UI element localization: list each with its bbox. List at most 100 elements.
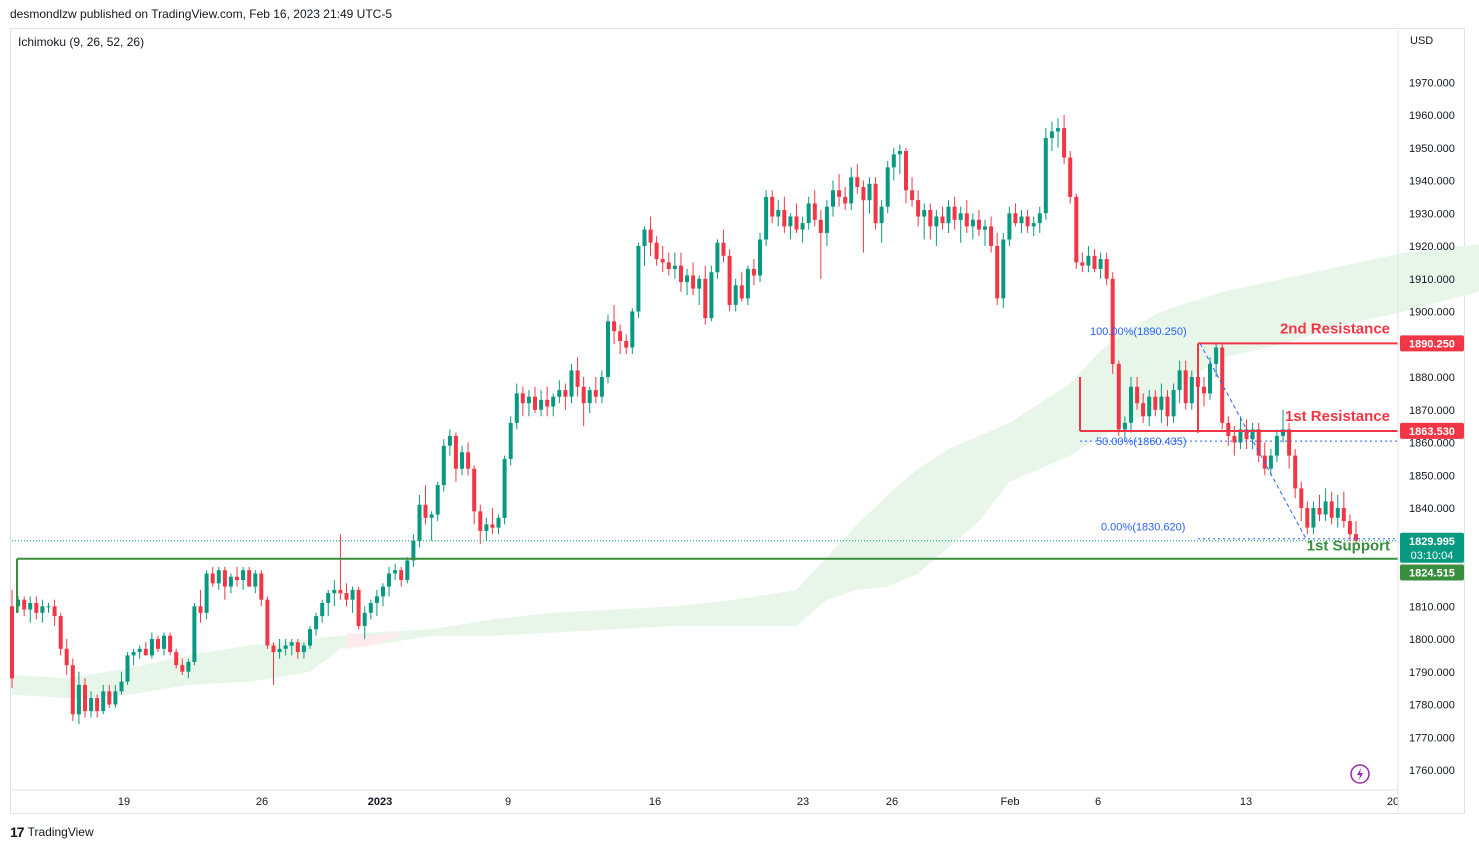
candle-body: [1189, 377, 1194, 404]
candle-body: [1250, 429, 1255, 440]
candle-body: [873, 183, 878, 224]
candle-body: [843, 196, 848, 204]
candle: [648, 216, 653, 256]
candle: [301, 642, 306, 659]
candle: [563, 383, 568, 410]
candle-body: [89, 698, 94, 712]
fib-label: 100.00%(1890.250): [1090, 326, 1187, 338]
candle: [1177, 360, 1182, 404]
candle-body: [447, 435, 452, 446]
candle: [253, 570, 258, 594]
y-tick-label: 1910.000: [1409, 274, 1455, 286]
candle-body: [1122, 422, 1127, 430]
candle: [70, 658, 75, 721]
candle: [137, 645, 142, 659]
candle-body: [970, 219, 975, 227]
y-tick-label: 1810.000: [1409, 601, 1455, 613]
candle: [180, 658, 185, 676]
candle-body: [794, 216, 799, 230]
candle: [1214, 344, 1219, 377]
candle: [216, 566, 221, 590]
candle-body: [891, 154, 896, 168]
candle: [1037, 206, 1042, 233]
tradingview-logo-icon: 17: [10, 824, 25, 840]
candle: [672, 252, 677, 279]
candle-body: [1171, 390, 1176, 417]
candle-body: [1049, 131, 1054, 138]
candle: [770, 190, 775, 224]
candle: [472, 465, 477, 525]
candle: [891, 147, 896, 181]
candle-body: [904, 151, 908, 191]
candle-body: [283, 645, 288, 649]
indicator-label[interactable]: Ichimoku (9, 26, 52, 26): [18, 35, 145, 49]
candle: [460, 445, 464, 476]
candle-body: [356, 589, 361, 626]
candle-body: [666, 262, 671, 269]
candle-body: [326, 593, 331, 603]
candle-body: [551, 396, 556, 407]
candles: [10, 115, 1358, 725]
candle: [1189, 370, 1194, 410]
candle: [946, 200, 951, 233]
candle: [733, 278, 738, 312]
candle: [1159, 383, 1164, 423]
candle-body: [28, 603, 33, 610]
candle-body: [800, 223, 805, 230]
candle: [1153, 390, 1158, 417]
candle: [1281, 409, 1285, 443]
candle: [910, 177, 915, 207]
y-tick-label: 1780.000: [1409, 700, 1455, 712]
candle: [484, 517, 489, 541]
cloud-bear-0: [346, 632, 402, 649]
candle-body: [1268, 455, 1273, 469]
candle-body: [910, 190, 915, 201]
candle-body: [897, 151, 902, 155]
candle-body: [1293, 455, 1298, 489]
candle: [131, 648, 136, 666]
candle: [34, 596, 39, 620]
candle: [782, 196, 787, 233]
candle-body: [788, 216, 793, 227]
candle-body: [350, 589, 355, 600]
candle-body: [1208, 363, 1212, 394]
candle: [1208, 357, 1212, 400]
y-tick-label: 1840.000: [1409, 503, 1455, 515]
candle: [1110, 272, 1115, 374]
candle: [502, 455, 507, 525]
price-tag-1st-support-bg: [1400, 564, 1464, 581]
candle-body: [770, 196, 775, 217]
candle: [308, 625, 312, 649]
candle: [599, 370, 604, 404]
candle-body: [180, 665, 185, 672]
candle-body: [995, 246, 1000, 299]
candle: [156, 635, 160, 653]
currency-label: USD: [1410, 35, 1433, 47]
candle-body: [958, 213, 963, 220]
candle: [1147, 390, 1152, 427]
candle-body: [1202, 386, 1206, 394]
candle-body: [660, 259, 665, 263]
candle: [867, 177, 872, 214]
candle-body: [344, 593, 349, 600]
candle-body: [70, 665, 75, 715]
candle: [812, 190, 817, 227]
x-tick-label: 2023: [368, 796, 392, 808]
candle-body: [1098, 259, 1103, 269]
candle-body: [885, 167, 890, 207]
candle: [1305, 501, 1310, 535]
candle-body: [271, 645, 276, 653]
candle-body: [314, 616, 319, 630]
candle-body: [1165, 396, 1170, 417]
y-tick-label: 1970.000: [1409, 77, 1455, 89]
candle-body: [162, 635, 166, 649]
candle: [186, 658, 191, 679]
candle-body: [64, 648, 69, 666]
candle-body: [612, 321, 617, 332]
brand-text: TradingView: [27, 825, 94, 839]
candle: [95, 694, 100, 718]
candle-body: [1281, 429, 1285, 436]
candle-body: [10, 606, 14, 679]
candle: [831, 180, 835, 217]
